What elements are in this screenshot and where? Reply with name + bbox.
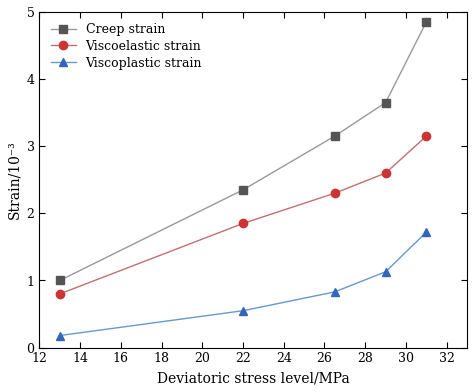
Creep strain <box>240 187 246 192</box>
Viscoplastic strain <box>240 309 246 313</box>
Line: Viscoelastic strain: Viscoelastic strain <box>55 132 430 298</box>
Y-axis label: Strain/10⁻³: Strain/10⁻³ <box>7 140 21 219</box>
Creep strain <box>423 20 429 24</box>
Line: Viscoplastic strain: Viscoplastic strain <box>55 228 430 340</box>
Viscoelastic strain <box>423 134 429 138</box>
Viscoelastic strain <box>240 221 246 226</box>
Legend: Creep strain, Viscoelastic strain, Viscoplastic strain: Creep strain, Viscoelastic strain, Visco… <box>46 18 207 75</box>
Creep strain <box>332 134 337 138</box>
Viscoplastic strain <box>57 333 63 338</box>
Line: Creep strain: Creep strain <box>56 18 430 284</box>
Viscoplastic strain <box>332 290 337 294</box>
Viscoplastic strain <box>383 269 388 274</box>
Viscoplastic strain <box>423 230 429 234</box>
Viscoelastic strain <box>332 191 337 196</box>
Viscoelastic strain <box>57 292 63 296</box>
Creep strain <box>383 100 388 105</box>
X-axis label: Deviatoric stress level/MPa: Deviatoric stress level/MPa <box>157 371 350 385</box>
Viscoelastic strain <box>383 171 388 176</box>
Creep strain <box>57 278 63 283</box>
